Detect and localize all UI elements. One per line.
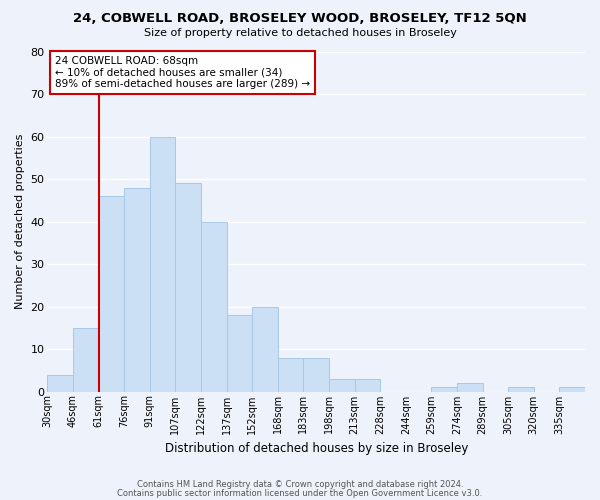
Bar (124, 188, 150, 392)
Bar (47, 374, 73, 392)
Bar (227, 315, 252, 392)
Bar (457, 383, 482, 392)
Bar (98, 196, 124, 392)
Bar (150, 136, 175, 392)
Bar (278, 358, 304, 392)
Text: Contains HM Land Registry data © Crown copyright and database right 2024.: Contains HM Land Registry data © Crown c… (137, 480, 463, 489)
Y-axis label: Number of detached properties: Number of detached properties (15, 134, 25, 309)
Bar (559, 388, 585, 392)
Bar (252, 306, 278, 392)
Bar (329, 379, 355, 392)
Bar (175, 184, 201, 392)
Text: Contains public sector information licensed under the Open Government Licence v3: Contains public sector information licen… (118, 488, 482, 498)
Bar (201, 222, 227, 392)
Text: 24, COBWELL ROAD, BROSELEY WOOD, BROSELEY, TF12 5QN: 24, COBWELL ROAD, BROSELEY WOOD, BROSELE… (73, 12, 527, 26)
Bar (73, 328, 98, 392)
Text: Size of property relative to detached houses in Broseley: Size of property relative to detached ho… (143, 28, 457, 38)
Text: 24 COBWELL ROAD: 68sqm
← 10% of detached houses are smaller (34)
89% of semi-det: 24 COBWELL ROAD: 68sqm ← 10% of detached… (55, 56, 310, 89)
Bar (304, 358, 329, 392)
X-axis label: Distribution of detached houses by size in Broseley: Distribution of detached houses by size … (164, 442, 468, 455)
Bar (355, 379, 380, 392)
Bar (431, 388, 457, 392)
Bar (508, 388, 534, 392)
